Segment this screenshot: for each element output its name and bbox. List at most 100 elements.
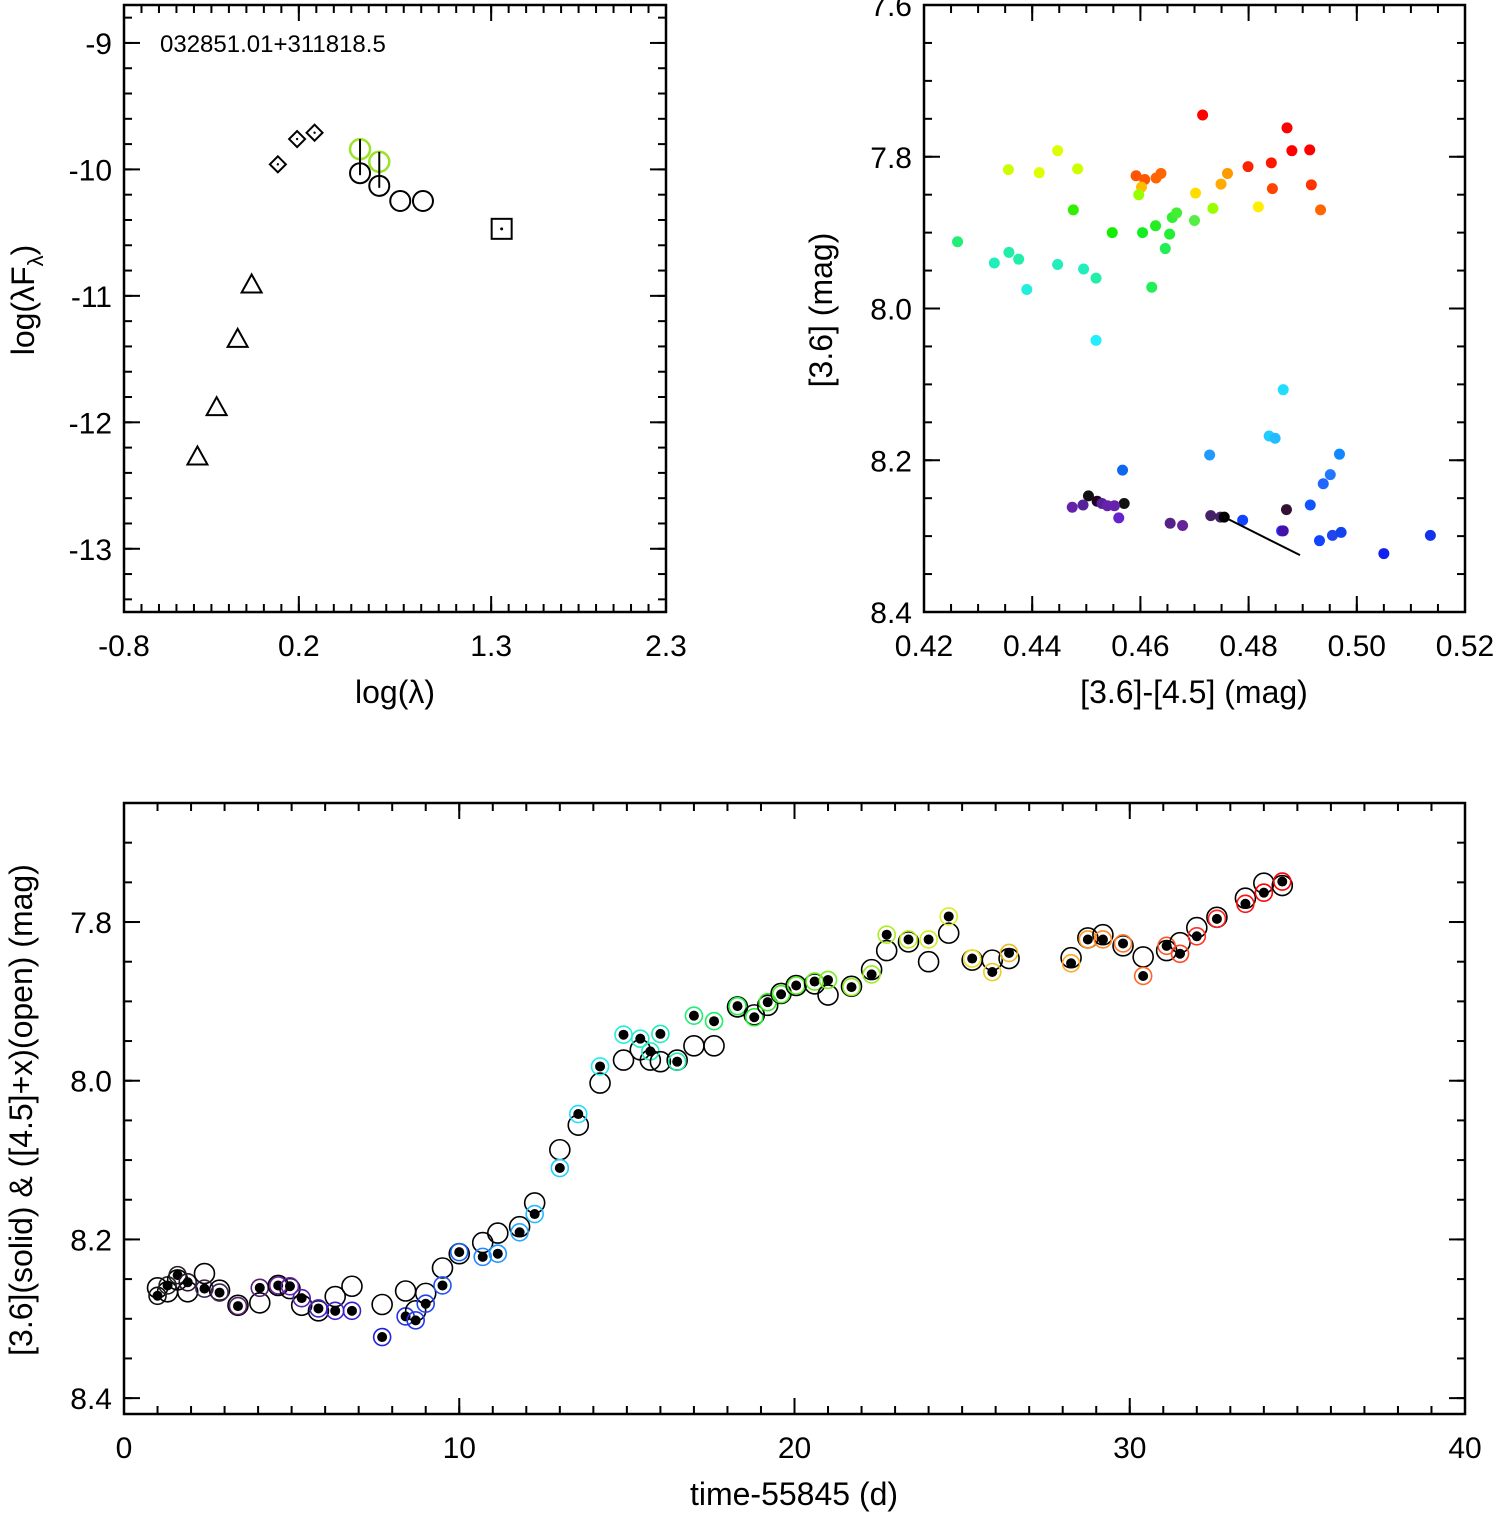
sed-y-tick-label: -11 <box>71 281 112 314</box>
lightcurve-solid-point <box>749 1012 760 1023</box>
lightcurve-x-tick-label: 0 <box>116 1432 133 1465</box>
cmd-point <box>1113 512 1125 524</box>
lightcurve-color-ring <box>342 1301 362 1321</box>
lightcurve-color-ring <box>728 996 747 1016</box>
lightcurve-solid-point <box>732 1001 743 1012</box>
lightcurve-open-point <box>394 1280 417 1302</box>
cmd-y-tick-label: 8.2 <box>870 445 912 478</box>
cmd-plot-frame <box>922 3 1467 614</box>
sed-y-tick-label: -10 <box>69 154 112 187</box>
lightcurve-ticks: 0 10 20 30 40 7.8 8.0 8.2 8.4 <box>70 802 1482 1465</box>
lightcurve-color-ring <box>473 1247 493 1267</box>
cmd-point <box>1277 384 1289 396</box>
lightcurve-solid-point <box>1097 934 1108 945</box>
lightcurve-color-ring <box>1133 966 1153 986</box>
lightcurve-solid-point <box>162 1280 173 1291</box>
lightcurve-solid-point <box>514 1227 525 1238</box>
sed-diamond-center <box>295 137 299 141</box>
lightcurve-color-ring <box>999 943 1019 963</box>
lightcurve-color-ring <box>630 1029 650 1048</box>
lightcurve-solid-point <box>823 974 834 985</box>
sed-triangle-point <box>204 395 229 417</box>
lightcurve-color-ring <box>280 1276 300 1296</box>
lightcurve-x-tick-label: 20 <box>778 1432 811 1465</box>
lightcurve-solid-point <box>346 1305 357 1316</box>
lightcurve-color-ring <box>962 949 982 968</box>
lightcurve-open-point <box>683 1035 705 1057</box>
lightcurve-color-ring <box>228 1296 248 1316</box>
sed-marks <box>185 123 513 466</box>
lightcurve-y-tick-label: 8.0 <box>70 1066 112 1099</box>
lightcurve-open-point <box>1092 923 1114 946</box>
lightcurve-solid-point <box>1066 958 1077 969</box>
lightcurve-solid-point <box>1277 876 1288 887</box>
cmd-point <box>1304 144 1316 156</box>
lightcurve-open-point <box>703 1035 725 1057</box>
cmd-point <box>1335 526 1347 538</box>
sed-y-label-end: ) <box>5 245 41 256</box>
lightcurve-color-ring <box>744 1007 764 1027</box>
cmd-point <box>1324 469 1336 481</box>
sed-y-tick-label: -9 <box>85 28 112 61</box>
lightcurve-marks <box>146 872 1294 1347</box>
lightcurve-color-ring <box>292 1288 311 1308</box>
lightcurve-open-point <box>341 1275 363 1298</box>
lightcurve-x-tick-label: 40 <box>1448 1432 1481 1465</box>
lightcurve-solid-point <box>618 1029 629 1040</box>
lightcurve-solid-point <box>923 934 934 945</box>
lightcurve-color-ring <box>406 1311 425 1330</box>
lightcurve-solid-point <box>809 976 820 987</box>
lightcurve-color-ring <box>372 1327 392 1347</box>
lightcurve-solid-point <box>1175 948 1186 959</box>
lightcurve-color-ring <box>1061 953 1081 973</box>
lightcurve-solid-point <box>199 1283 210 1294</box>
lightcurve-color-ring <box>1113 934 1133 953</box>
lightcurve-color-ring <box>1093 930 1113 949</box>
cmd-point <box>1304 499 1316 511</box>
lightcurve-open-point <box>875 939 898 962</box>
cmd-ticks: 0.42 0.44 0.46 0.48 0.50 0.52 7.6 7.8 8.0 8.2 8.4 <box>870 0 1494 663</box>
lightcurve-solid-point <box>595 1061 606 1072</box>
lightcurve-solid-point <box>477 1251 488 1262</box>
cmd-y-tick-label: 8.4 <box>870 597 912 630</box>
lightcurve-color-ring <box>590 1057 610 1076</box>
cmd-point <box>1002 164 1014 176</box>
sed-y-tick-label: -12 <box>69 407 112 440</box>
lightcurve-color-ring <box>168 1265 187 1285</box>
lightcurve-solid-point <box>1004 947 1015 958</box>
sed-x-tick-label: 2.3 <box>645 630 687 663</box>
lightcurve-color-ring <box>1272 872 1292 891</box>
cmd-point <box>1072 163 1084 175</box>
cmd-point <box>1106 227 1118 239</box>
lightcurve-solid-point <box>903 934 914 945</box>
lightcurve-color-ring <box>510 1222 529 1242</box>
cmd-point <box>1130 170 1142 182</box>
lightcurve-solid-point <box>182 1277 193 1288</box>
sed-diamond-center <box>313 131 316 134</box>
lightcurve-open-point <box>817 984 839 1006</box>
cmd-point <box>1280 504 1292 516</box>
lightcurve-solid-point <box>296 1293 307 1304</box>
cmd-point <box>1090 272 1102 284</box>
lightcurve-open-point <box>208 1279 231 1302</box>
cmd-point <box>1277 525 1289 537</box>
lightcurve-x-tick-label: 30 <box>1113 1432 1146 1465</box>
lightcurve-color-ring <box>210 1283 229 1302</box>
sed-plot-frame <box>122 3 668 614</box>
sed-diamond-center <box>276 163 280 166</box>
lightcurve-color-ring <box>877 925 896 945</box>
lightcurve-color-ring <box>862 965 881 984</box>
sed-object-name: 032851.01+311818.5 <box>160 31 386 58</box>
sed-diamond-point <box>287 129 307 149</box>
cmd-point <box>1313 535 1325 547</box>
cmd-point <box>1052 145 1064 157</box>
lightcurve-color-ring <box>433 1276 452 1295</box>
cmd-point <box>1189 214 1200 226</box>
sed-y-tick-label: -13 <box>69 534 112 567</box>
cmd-x-axis-label: [3.6]-[4.5] (mag) <box>1080 674 1308 710</box>
lightcurve-solid-point <box>172 1270 183 1281</box>
cmd-x-tick-label: 0.46 <box>1111 630 1169 663</box>
cmd-point <box>1190 187 1202 199</box>
sed-diamond-point <box>268 154 288 174</box>
lightcurve-open-point <box>193 1262 216 1285</box>
